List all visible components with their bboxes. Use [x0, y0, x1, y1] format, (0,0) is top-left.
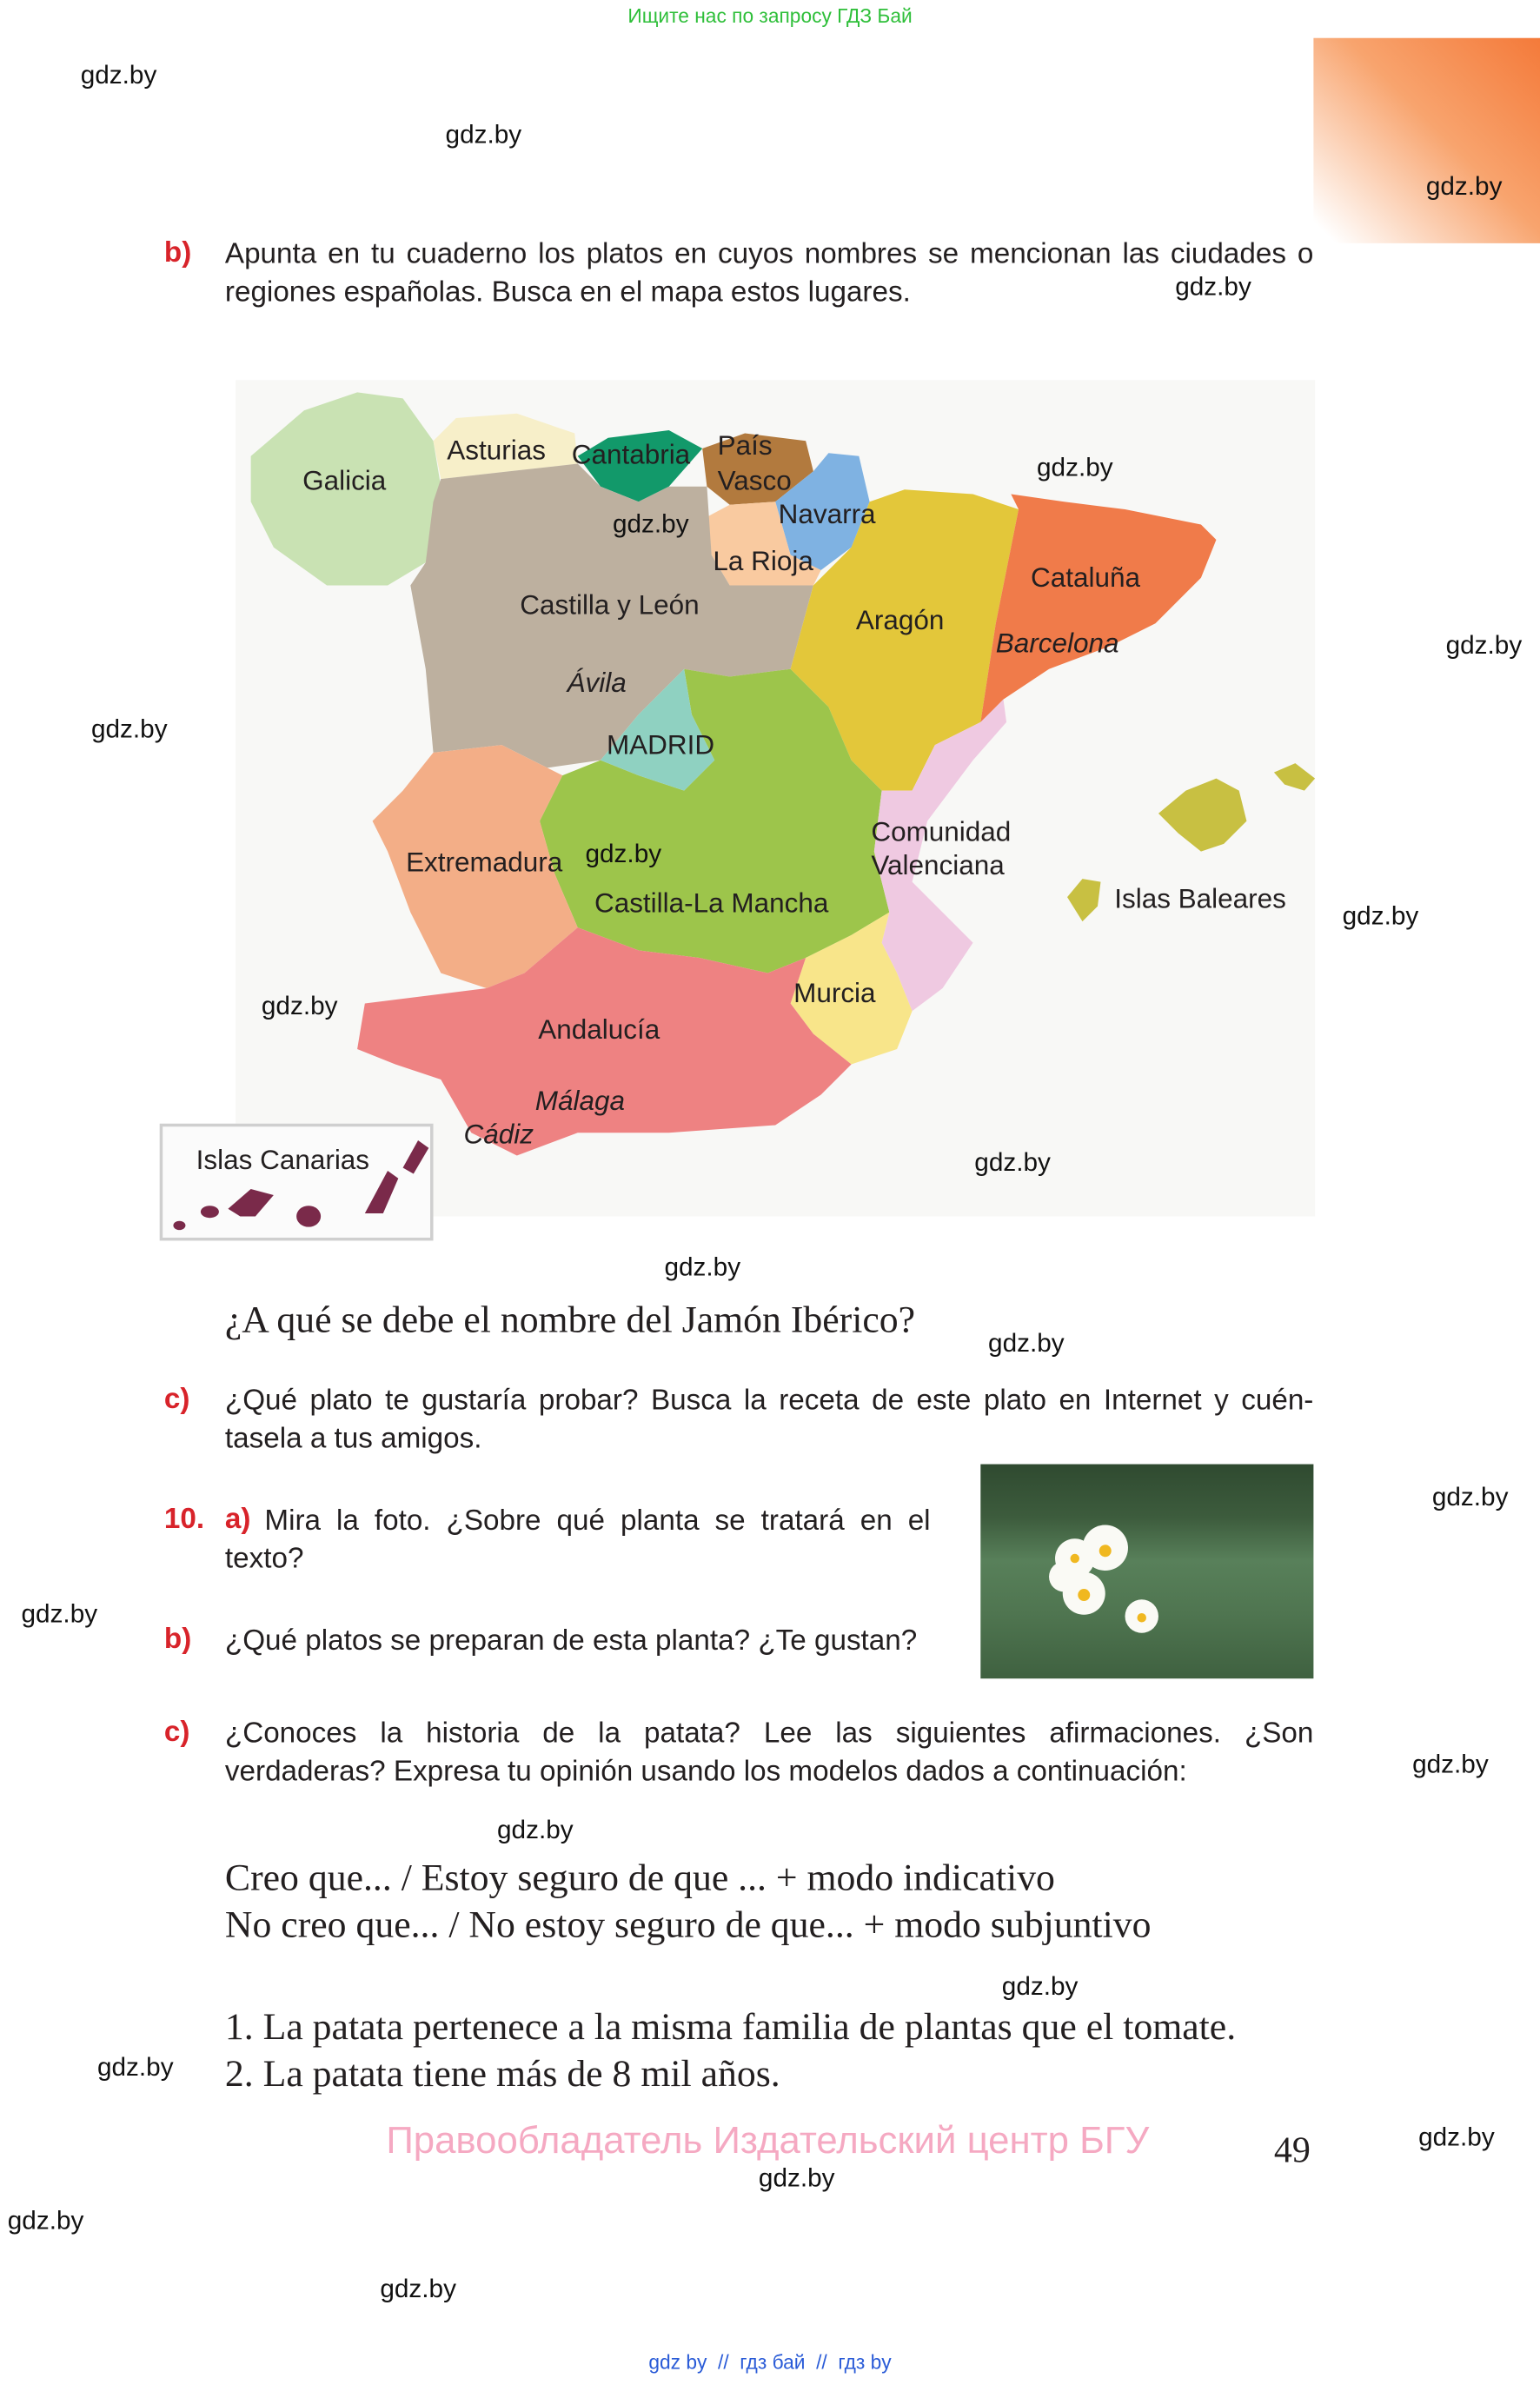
svg-text:Andalucía: Andalucía	[538, 1014, 660, 1045]
svg-text:MADRID: MADRID	[607, 730, 714, 761]
region-cataluna	[980, 494, 1217, 722]
watermark: gdz.by	[1342, 901, 1419, 931]
svg-text:Vasco: Vasco	[718, 465, 792, 495]
exercise-9c-label: c)	[163, 1383, 190, 1416]
page-number: 49	[1273, 2131, 1311, 2172]
statement-2: 2. La patata tiene más de 8 mil años.	[224, 2054, 780, 2096]
watermark: gdz.by	[445, 120, 522, 149]
footer-links[interactable]: gdz by // гдз бай // гдз by	[648, 2350, 892, 2374]
islas-canarias-inset	[159, 1123, 434, 1241]
region-castilla-y-leon	[410, 463, 813, 768]
svg-text:Valenciana: Valenciana	[871, 850, 1005, 880]
region-pais-vasco	[702, 433, 813, 505]
watermark: gdz.by	[988, 1328, 1065, 1359]
svg-text:Ávila: Ávila	[565, 668, 626, 698]
exercise-9c-text: ¿Qué plato te gustaría probar? Busca la …	[224, 1385, 1314, 1456]
watermark: gdz.by	[974, 1147, 1051, 1177]
watermark: gdz.by	[1037, 453, 1113, 482]
watermark: gdz.by	[585, 839, 662, 868]
svg-text:Comunidad: Comunidad	[871, 816, 1011, 847]
watermark: gdz.by	[80, 60, 157, 90]
exercise-10b-label: b)	[163, 1624, 192, 1656]
svg-text:Barcelona: Barcelona	[996, 628, 1119, 658]
corner-decoration	[1313, 37, 1540, 243]
watermark: gdz.by	[96, 2052, 174, 2082]
svg-text:Galicia: Galicia	[302, 465, 387, 495]
svg-text:La Rioja: La Rioja	[713, 546, 813, 576]
watermark: gdz.by	[380, 2274, 456, 2304]
svg-text:Málaga: Málaga	[535, 1086, 625, 1116]
watermark: gdz.by	[1175, 272, 1251, 302]
watermark: gdz.by	[1425, 171, 1503, 201]
region-extremadura	[372, 745, 578, 989]
model-subjuntivo: No creo que... / No estoy seguro de que.…	[224, 1904, 1152, 1947]
watermark: gdz.by	[664, 1252, 741, 1282]
region-galicia	[250, 392, 441, 586]
watermark: gdz.by	[21, 1599, 98, 1629]
exercise-10c-text: ¿Conoces la historia de la patata? Lee l…	[224, 1717, 1314, 1789]
svg-text:Navarra: Navarra	[779, 499, 876, 529]
watermark: gdz.by	[7, 2206, 84, 2236]
exercise-10a-text: Mira la foto. ¿Sobre qué planta se trata…	[225, 1502, 931, 1578]
svg-text:Asturias: Asturias	[447, 435, 546, 465]
exercise-9b-label: b)	[163, 236, 192, 269]
svg-text:Aragón: Aragón	[856, 605, 944, 635]
watermark: gdz.by	[1431, 1482, 1509, 1511]
region-islas-baleares	[1067, 763, 1316, 922]
watermark: gdz.by	[90, 714, 168, 744]
statement-1: 1. La patata pertenece a la misma famili…	[224, 2007, 1237, 2049]
svg-text:Cantabria: Cantabria	[572, 440, 691, 470]
watermark: gdz.by	[1001, 1971, 1079, 2002]
region-murcia	[790, 912, 913, 1065]
svg-text:Islas Baleares: Islas Baleares	[1114, 883, 1286, 913]
watermark: gdz.by	[1445, 630, 1523, 661]
model-indicativo: Creo que... / Estoy seguro de que ... + …	[224, 1857, 1055, 1899]
region-navarra	[775, 453, 870, 570]
region-madrid	[600, 668, 715, 791]
exercise-10a-text-content: Mira la foto. ¿Sobre qué planta se trata…	[224, 1505, 931, 1576]
exercise-10c-label: c)	[163, 1716, 190, 1749]
region-aragon	[790, 489, 1019, 791]
exercise-10b-text: ¿Qué platos se preparan de esta planta? …	[224, 1625, 918, 1658]
exercise-10a-label: a)	[224, 1504, 251, 1536]
svg-text:Castilla-La Mancha: Castilla-La Mancha	[594, 888, 829, 919]
svg-text:Islas Canarias: Islas Canarias	[196, 1145, 369, 1175]
exercise-10-number: 10.	[163, 1504, 205, 1536]
region-castilla-la-mancha	[540, 668, 890, 973]
jamon-question: ¿A qué se debe el nombre del Jamón Ibéri…	[224, 1299, 916, 1341]
watermark: gdz.by	[758, 2163, 835, 2193]
watermark: gdz.by	[1412, 1750, 1489, 1779]
svg-text:Extremadura: Extremadura	[406, 847, 563, 877]
watermark: gdz.by	[1418, 2123, 1495, 2152]
svg-text:Castilla y León: Castilla y León	[520, 590, 699, 621]
watermark: gdz.by	[261, 991, 338, 1020]
region-comunidad-valenciana	[873, 699, 1007, 1012]
top-banner[interactable]: Ищите нас по запросу ГДЗ Бай	[627, 4, 913, 28]
copyright-notice: Правообладатель Издательский центр БГУ	[386, 2119, 1150, 2162]
exercise-9b-text: Apunta en tu cuaderno los platos en cuyo…	[224, 238, 1314, 309]
spain-map: Galicia Asturias Cantabria País Vasco Na…	[159, 392, 1316, 1241]
region-la-rioja	[707, 502, 821, 586]
region-cantabria	[577, 430, 703, 502]
svg-text:País: País	[718, 430, 773, 461]
svg-text:Cádiz: Cádiz	[464, 1119, 534, 1149]
watermark: gdz.by	[612, 509, 689, 539]
map-labels: Galicia Asturias Cantabria País Vasco Na…	[196, 430, 1286, 1175]
potato-flower-photo	[980, 1464, 1314, 1679]
flower-drawing	[1049, 1525, 1158, 1633]
svg-text:Murcia: Murcia	[793, 978, 876, 1008]
region-andalucia	[357, 927, 852, 1156]
watermark: gdz.by	[497, 1815, 574, 1844]
region-asturias	[433, 413, 578, 480]
svg-text:Cataluña: Cataluña	[1031, 562, 1140, 593]
